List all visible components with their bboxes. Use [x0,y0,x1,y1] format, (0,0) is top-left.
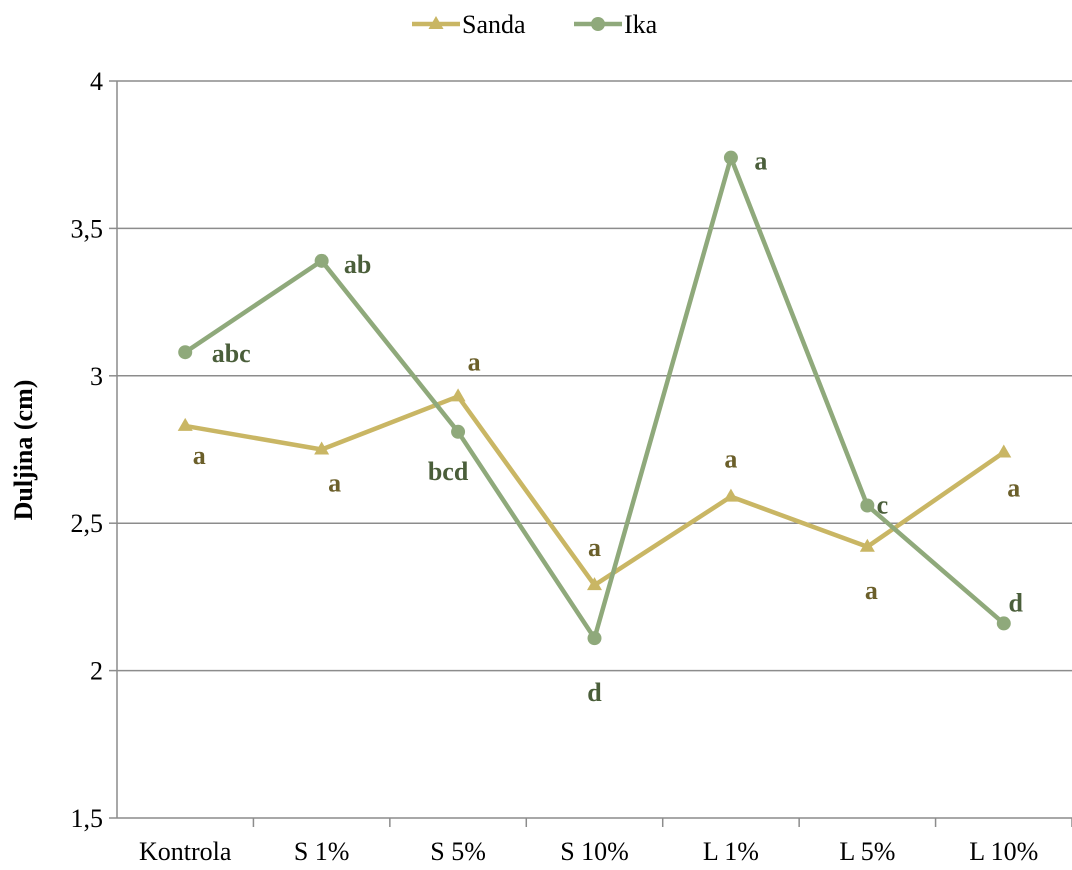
x-tick-label: L 1% [703,837,759,866]
y-tick-label: 2 [90,657,103,686]
y-tick-labels: 1,5 2 2,5 3 3,5 4 [71,67,104,833]
x-tick-label: L 5% [839,837,895,866]
legend-marker-ika [591,17,605,31]
data-point-ika [996,616,1011,631]
y-axis-title: Duljina (cm) [9,380,38,521]
significance-label-ika: ab [344,250,371,279]
legend-marker-sanda [428,16,444,29]
x-tick-label: S 10% [560,837,629,866]
data-point-ika [860,498,875,513]
y-tick-label: 1,5 [71,804,104,833]
significance-label-sanda: a [468,347,481,376]
significance-label-sanda: a [193,441,206,470]
significance-label-ika: d [587,678,602,707]
series-layer [177,150,1012,646]
significance-label-sanda: a [1007,473,1020,502]
y-tick-label: 2,5 [71,509,104,538]
significance-label-ika: bcd [428,457,469,486]
x-tick-labels: Kontrola S 1% S 5% S 10% L 1% L 5% L 10% [139,837,1038,866]
significance-label-ika: abc [212,339,251,368]
significance-label-ika: d [1009,588,1024,617]
x-tick-label: S 5% [430,837,486,866]
data-point-ika [314,253,329,268]
data-point-sanda [859,538,875,552]
data-point-sanda [996,444,1012,458]
significance-labels: a a a a a a a abc ab bcd d a c d [193,147,1024,708]
legend-label-ika: Ika [624,10,658,39]
data-point-sanda [177,417,193,431]
y-tick-label: 3 [90,362,103,391]
data-point-ika [178,345,193,360]
y-tick-label: 3,5 [71,214,104,243]
data-point-sanda [450,388,466,402]
series-line-ika [183,155,1006,641]
data-point-sanda [587,577,602,591]
data-point-ika [723,150,738,165]
significance-label-ika: c [877,491,889,520]
gridlines [109,80,1072,819]
x-tick-label: S 1% [294,837,350,866]
data-point-ika [587,631,602,646]
legend-label-sanda: Sanda [462,10,526,39]
data-point-sanda [723,488,739,502]
significance-label-sanda: a [328,469,341,498]
data-point-ika [451,424,466,439]
axes [116,81,1072,827]
significance-label-sanda: a [865,576,878,605]
data-point-sanda [314,441,330,455]
y-tick-label: 4 [90,67,103,96]
x-tick-label: L 10% [969,837,1038,866]
x-tick-label: Kontrola [139,837,232,866]
significance-label-ika: a [754,147,767,176]
significance-label-sanda: a [588,533,601,562]
significance-label-sanda: a [724,445,737,474]
legend: Sanda Ika [412,10,658,39]
